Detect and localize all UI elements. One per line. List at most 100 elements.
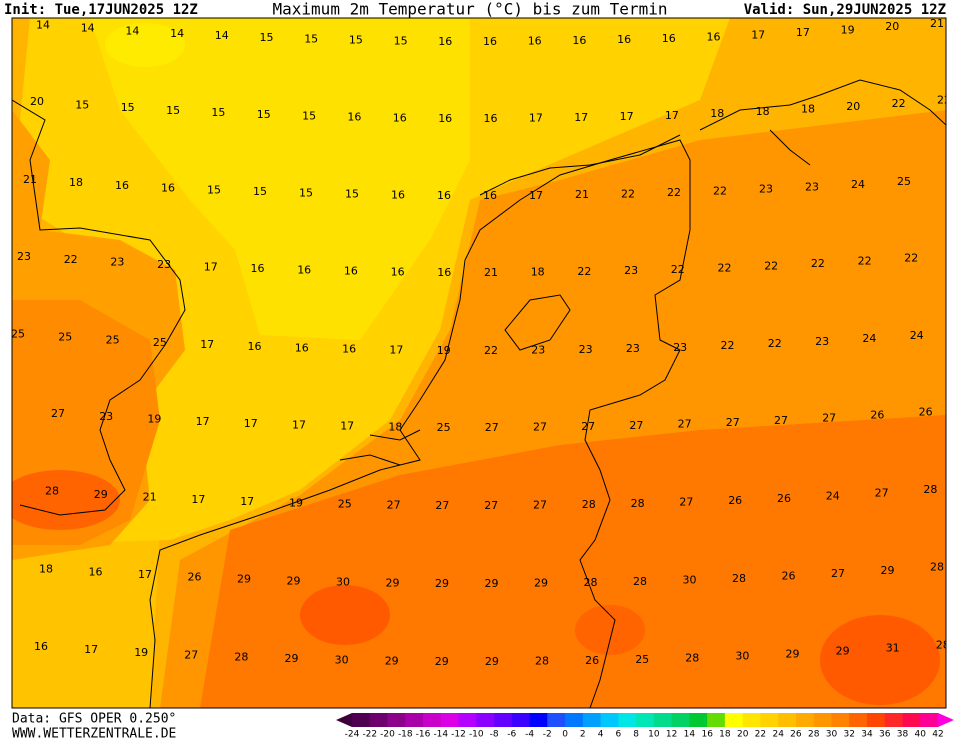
colorbar-box (565, 713, 584, 727)
colorbar-box (440, 713, 460, 727)
colorbar-arrow (938, 713, 954, 727)
colorbar-box (653, 713, 673, 727)
temperature-value: 16 (342, 343, 356, 356)
temperature-value: 27 (435, 499, 449, 512)
temperature-value: 17 (196, 415, 210, 428)
temperature-value: 27 (875, 486, 889, 499)
temperature-value: 29 (287, 574, 301, 587)
temperature-value: 14 (170, 27, 184, 40)
temperature-value: 27 (533, 499, 547, 512)
colorbar-label: 10 (648, 730, 660, 740)
colorbar-box (689, 713, 708, 727)
temperature-value: 26 (777, 492, 791, 505)
init-time: Init: Tue,17JUN2025 12Z (4, 2, 198, 18)
colorbar-label: 8 (633, 730, 639, 740)
colorbar-label: 42 (932, 730, 943, 740)
temperature-value: 22 (811, 257, 825, 270)
temperature-value: 25 (58, 331, 72, 344)
temperature-value: 25 (11, 327, 25, 340)
temperature-value: 26 (782, 570, 796, 583)
colorbar-label: 24 (772, 730, 784, 740)
colorbar-box (423, 713, 442, 727)
temperature-value: 28 (234, 651, 248, 664)
temperature-value: 16 (438, 35, 452, 48)
temperature-value: 14 (215, 29, 229, 42)
colorbar-box (902, 713, 921, 727)
temperature-value: 17 (796, 26, 810, 39)
colorbar-box (352, 713, 371, 727)
temperature-value: 22 (64, 253, 78, 266)
temperature-value: 21 (23, 173, 37, 186)
temperature-value: 29 (485, 577, 499, 590)
temperature-value: 22 (718, 261, 732, 274)
colorbar-label: -20 (380, 730, 395, 740)
field-region (820, 615, 940, 705)
temperature-value: 17 (292, 418, 306, 431)
temperature-value: 29 (94, 488, 108, 501)
temperature-value: 26 (188, 571, 202, 584)
temperature-value: 22 (937, 93, 951, 106)
temperature-value: 16 (572, 34, 586, 47)
temperature-value: 15 (260, 31, 274, 44)
colorbar-label: 20 (737, 730, 749, 740)
temperature-value: 29 (881, 564, 895, 577)
temperature-value: 29 (534, 577, 548, 590)
temperature-value: 15 (166, 104, 180, 117)
colorbar-box (636, 713, 655, 727)
colorbar-box (849, 713, 868, 727)
temperature-value: 29 (237, 573, 251, 586)
temperature-value: 15 (121, 101, 135, 114)
temperature-value: 26 (919, 406, 933, 419)
colorbar-label: 14 (684, 730, 696, 740)
temperature-value: 23 (759, 183, 773, 196)
temperature-value: 28 (633, 575, 647, 588)
temperature-value: 18 (388, 420, 402, 433)
temperature-value: 28 (936, 638, 950, 651)
colorbar-box (600, 713, 619, 727)
colorbar-box (884, 713, 903, 727)
temperature-value: 28 (582, 498, 596, 511)
temperature-value: 17 (574, 111, 588, 124)
temperature-value: 23 (626, 342, 640, 355)
temperature-value: 25 (153, 336, 167, 349)
temperature-value: 17 (191, 493, 205, 506)
temperature-value: 28 (584, 576, 598, 589)
field-region (200, 415, 946, 708)
temperature-value: 14 (81, 22, 95, 35)
temperature-value: 16 (437, 266, 451, 279)
temperature-value: 21 (143, 491, 157, 504)
temperature-value: 27 (485, 421, 499, 434)
temperature-value: 27 (831, 567, 845, 580)
temperature-value: 25 (338, 498, 352, 511)
field-region (12, 470, 120, 530)
colorbar-label: 0 (562, 730, 568, 740)
colorbar-box (831, 713, 850, 727)
temperature-value: 16 (707, 30, 721, 43)
colorbar-label: 12 (666, 730, 677, 740)
colorbar-label: -14 (433, 730, 448, 740)
temperature-value: 27 (726, 416, 740, 429)
colorbar-label: -8 (490, 730, 499, 740)
temperature-value: 24 (862, 332, 876, 345)
temperature-value: 20 (885, 20, 899, 33)
colorbar: -24 -22 -20 -18 -16 -14 -12 -10 -8 -6 -4 -2 0 2 4 6 8 10 1… (336, 713, 954, 740)
colorbar-box (476, 713, 495, 727)
temperature-value: 29 (786, 647, 800, 660)
temperature-value: 22 (721, 339, 735, 352)
temperature-value: 25 (897, 175, 911, 188)
colorbar-label: 28 (808, 730, 820, 740)
temperature-value: 30 (336, 576, 350, 589)
temperature-value: 15 (394, 35, 408, 48)
temperature-value: 29 (386, 576, 400, 589)
temperature-value: 30 (335, 654, 349, 667)
temperature-value: 22 (667, 186, 681, 199)
colorbar-label: -4 (525, 730, 534, 740)
temperature-value: 16 (662, 32, 676, 45)
colorbar-box (387, 713, 406, 727)
temperature-value: 16 (115, 179, 129, 192)
temperature-value: 22 (621, 187, 635, 200)
temperature-value: 26 (585, 654, 599, 667)
temperature-value: 18 (39, 562, 53, 575)
temperature-value: 19 (147, 413, 161, 426)
colorbar-box (778, 713, 797, 727)
